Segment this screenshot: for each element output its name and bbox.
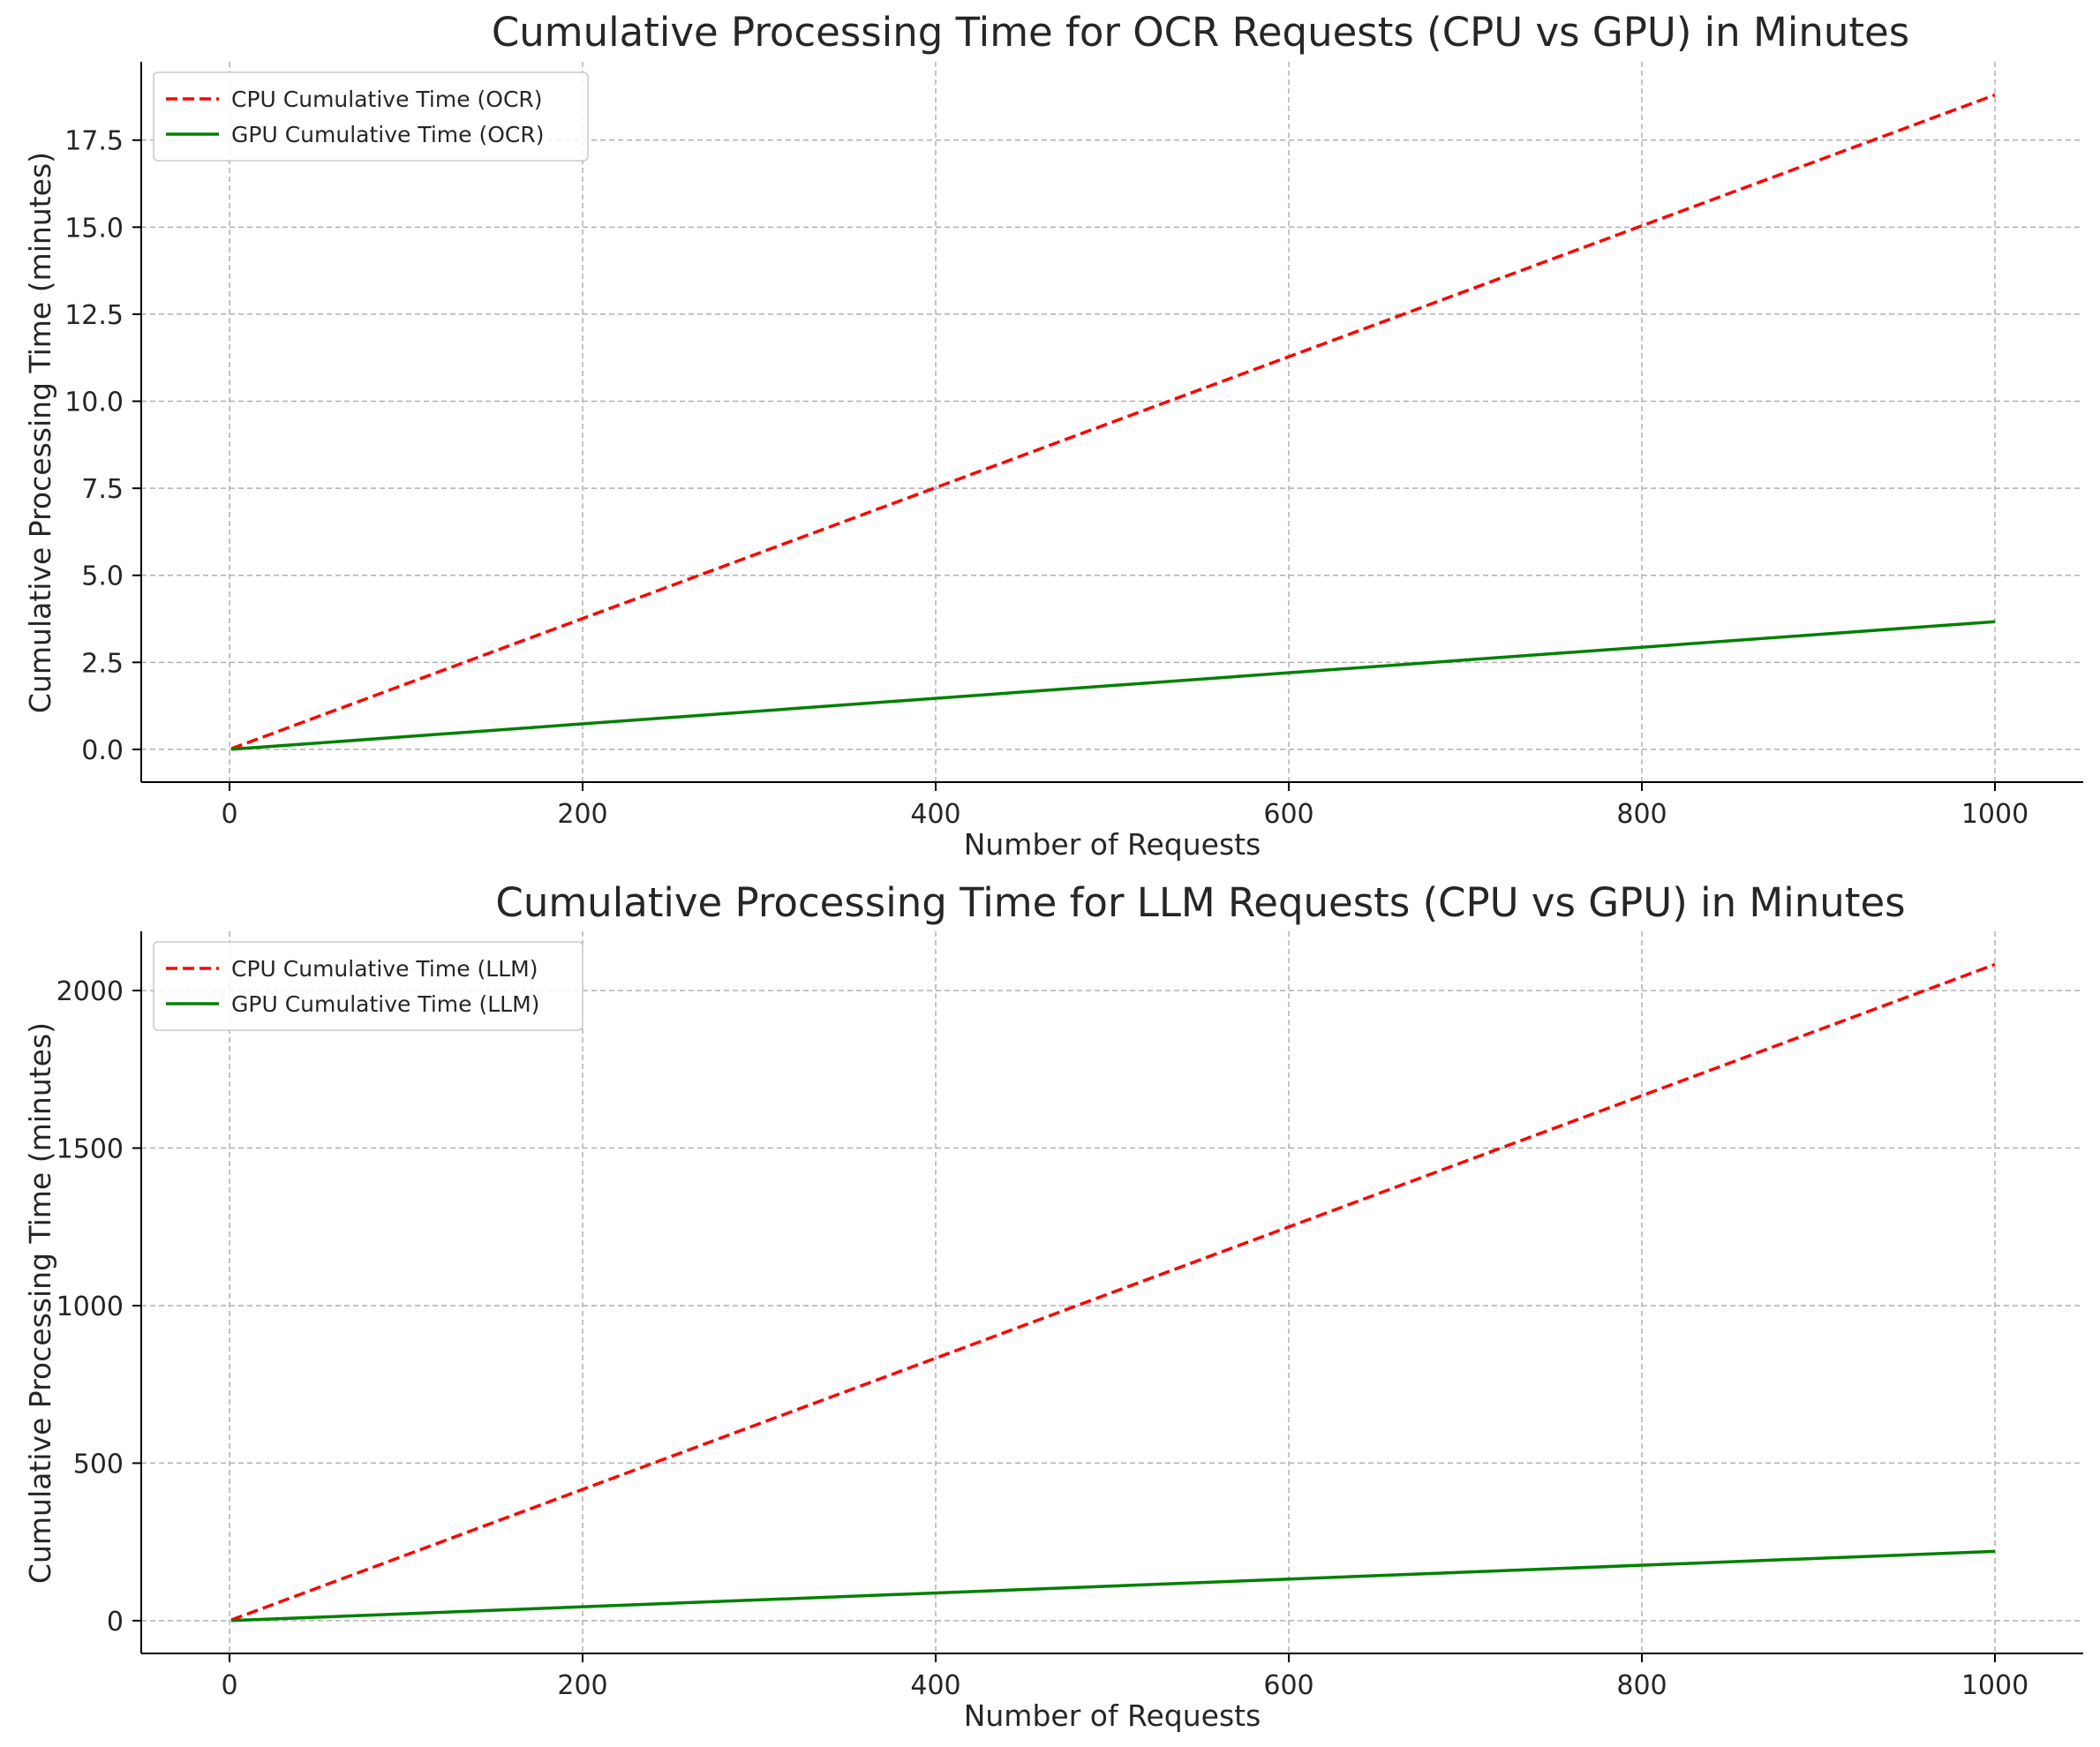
x-tick-label: 200: [557, 799, 607, 830]
series-line-cpu: [230, 962, 1996, 1622]
legend-label-gpu: GPU Cumulative Time (OCR): [231, 122, 544, 147]
y-tick-label: 10.0: [64, 388, 124, 418]
x-tick-label: 800: [1616, 799, 1667, 830]
x-tick-label: 600: [1263, 1670, 1313, 1701]
series-line-gpu: [230, 620, 1996, 751]
chart-title: Cumulative Processing Time for LLM Reque…: [495, 879, 1905, 926]
chart-panel-1: 0 200 400 600 800 1000 0.0 2.5 5.0 7.5 10.0 12.5 15.…: [23, 9, 2083, 862]
y-axis-title: Cumulative Processing Time (minutes): [23, 152, 57, 713]
y-tick-label: 1500: [56, 1134, 124, 1165]
x-axis-title: Number of Requests: [964, 827, 1261, 862]
x-tick-label: 600: [1263, 799, 1313, 830]
y-tick-label: 0.0: [81, 735, 124, 766]
y-tick-label: 17.5: [64, 126, 124, 157]
x-tick-label: 1000: [1961, 799, 2028, 830]
legend-label-cpu: CPU Cumulative Time (OCR): [231, 87, 543, 112]
legend-label-gpu: GPU Cumulative Time (LLM): [231, 991, 539, 1017]
y-tick-label: 2.5: [81, 648, 124, 679]
legend-box: [153, 941, 583, 1031]
y-tick-label: 15.0: [64, 213, 124, 244]
legend-label-cpu: CPU Cumulative Time (LLM): [231, 956, 538, 982]
x-tick-label: 1000: [1961, 1670, 2028, 1701]
legend: CPU Cumulative Time (LLM) GPU Cumulative …: [153, 941, 583, 1031]
series-line-cpu: [230, 93, 1996, 750]
y-tick-label: 7.5: [81, 474, 124, 505]
y-axis-title: Cumulative Processing Time (minutes): [23, 1022, 57, 1584]
series-line-gpu: [230, 1549, 1996, 1623]
y-tick-label: 0: [107, 1607, 124, 1638]
x-tick-label: 0: [221, 1670, 237, 1701]
chart-panel-2: 0 200 400 600 800 1000 0 500 1000 1500 2000 Cumulat…: [23, 879, 2083, 1733]
y-tick-label: 5.0: [81, 561, 124, 592]
y-tick-label: 2000: [56, 976, 124, 1007]
legend: CPU Cumulative Time (OCR) GPU Cumulative …: [153, 72, 589, 162]
x-tick-label: 800: [1616, 1670, 1667, 1701]
x-tick-label: 200: [557, 1670, 607, 1701]
y-tick-label: 12.5: [64, 300, 124, 331]
x-axis-title: Number of Requests: [964, 1698, 1261, 1733]
chart-title: Cumulative Processing Time for OCR Reque…: [492, 9, 1909, 56]
x-tick-label: 400: [910, 799, 960, 830]
y-tick-label: 1000: [56, 1291, 124, 1322]
y-tick-label: 500: [73, 1449, 124, 1480]
legend-box: [153, 72, 589, 162]
x-tick-label: 400: [910, 1670, 960, 1701]
x-tick-label: 0: [221, 799, 237, 830]
